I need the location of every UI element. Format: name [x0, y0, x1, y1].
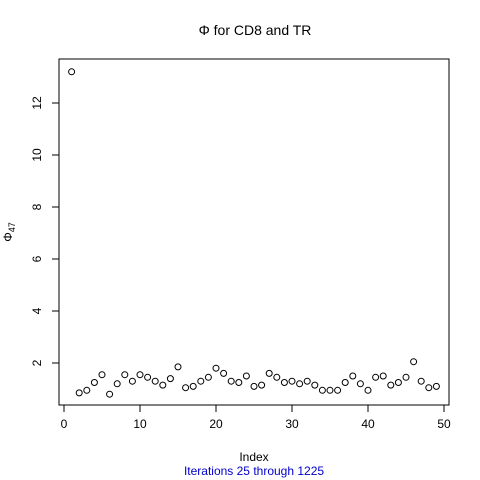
data-point [334, 386, 342, 394]
y-tick-label: 12 [30, 96, 44, 110]
x-axis: 0 10 20 30 40 50 [61, 404, 451, 431]
x-tick-label: 10 [133, 417, 147, 431]
data-point [212, 364, 220, 372]
data-point [296, 380, 304, 388]
data-point [159, 381, 167, 389]
data-point [394, 379, 402, 386]
y-axis-label-symbol: Φ [1, 232, 15, 242]
data-point [128, 377, 136, 385]
data-point [250, 382, 258, 390]
data-point [258, 381, 266, 389]
data-point [341, 379, 349, 386]
data-point [83, 386, 91, 394]
data-point [417, 377, 425, 385]
data-point [151, 377, 159, 385]
data-point [432, 382, 440, 390]
chart-title: Φ for CD8 and TR [199, 22, 312, 38]
data-point [280, 379, 288, 386]
data-point [288, 377, 296, 385]
data-point [379, 372, 387, 380]
data-point [98, 371, 106, 379]
data-point [265, 369, 273, 377]
x-tick-label: 50 [437, 417, 451, 431]
data-point [197, 377, 205, 385]
data-point [68, 68, 76, 76]
data-point [106, 390, 114, 398]
data-point [372, 373, 380, 381]
y-axis-label: Φ47 [1, 222, 17, 242]
x-axis-label: Index [239, 450, 268, 464]
x-tick-label: 0 [61, 417, 68, 431]
data-point [402, 373, 410, 381]
y-tick-label: 8 [30, 203, 44, 210]
plot-frame [58, 58, 450, 406]
x-tick-label: 30 [285, 417, 299, 431]
data-point [113, 380, 121, 388]
data-point [349, 372, 357, 380]
data-point [174, 363, 182, 371]
x-tick-label: 40 [361, 417, 375, 431]
data-point [326, 386, 334, 394]
data-points [68, 68, 440, 398]
data-point [75, 389, 83, 397]
data-point [410, 358, 418, 366]
data-point [425, 384, 433, 392]
y-axis-label-group: Φ47 [1, 222, 17, 242]
data-point [311, 381, 319, 389]
data-point [182, 384, 190, 392]
y-tick-label: 10 [30, 148, 44, 162]
data-point [364, 386, 372, 394]
data-point [318, 386, 326, 394]
data-point [303, 377, 311, 385]
y-tick-label: 4 [30, 307, 44, 314]
y-axis-label-subscript: 47 [7, 222, 17, 232]
data-point [90, 379, 98, 386]
data-point [136, 371, 144, 379]
chart-subtitle: Iterations 25 through 1225 [184, 464, 324, 478]
data-point [227, 377, 235, 385]
y-axis: 2 4 6 8 10 12 [30, 96, 60, 366]
data-point [356, 380, 364, 388]
y-tick-label: 6 [30, 255, 44, 262]
data-point [242, 372, 250, 380]
data-point [387, 381, 395, 389]
data-point [235, 379, 243, 386]
data-point [273, 373, 281, 381]
data-point [121, 371, 129, 379]
y-tick-label: 2 [30, 359, 44, 366]
data-point [220, 369, 228, 377]
data-point [166, 375, 174, 383]
data-point [189, 382, 197, 390]
x-tick-label: 20 [209, 417, 223, 431]
data-point [144, 373, 152, 381]
data-point [204, 373, 212, 381]
